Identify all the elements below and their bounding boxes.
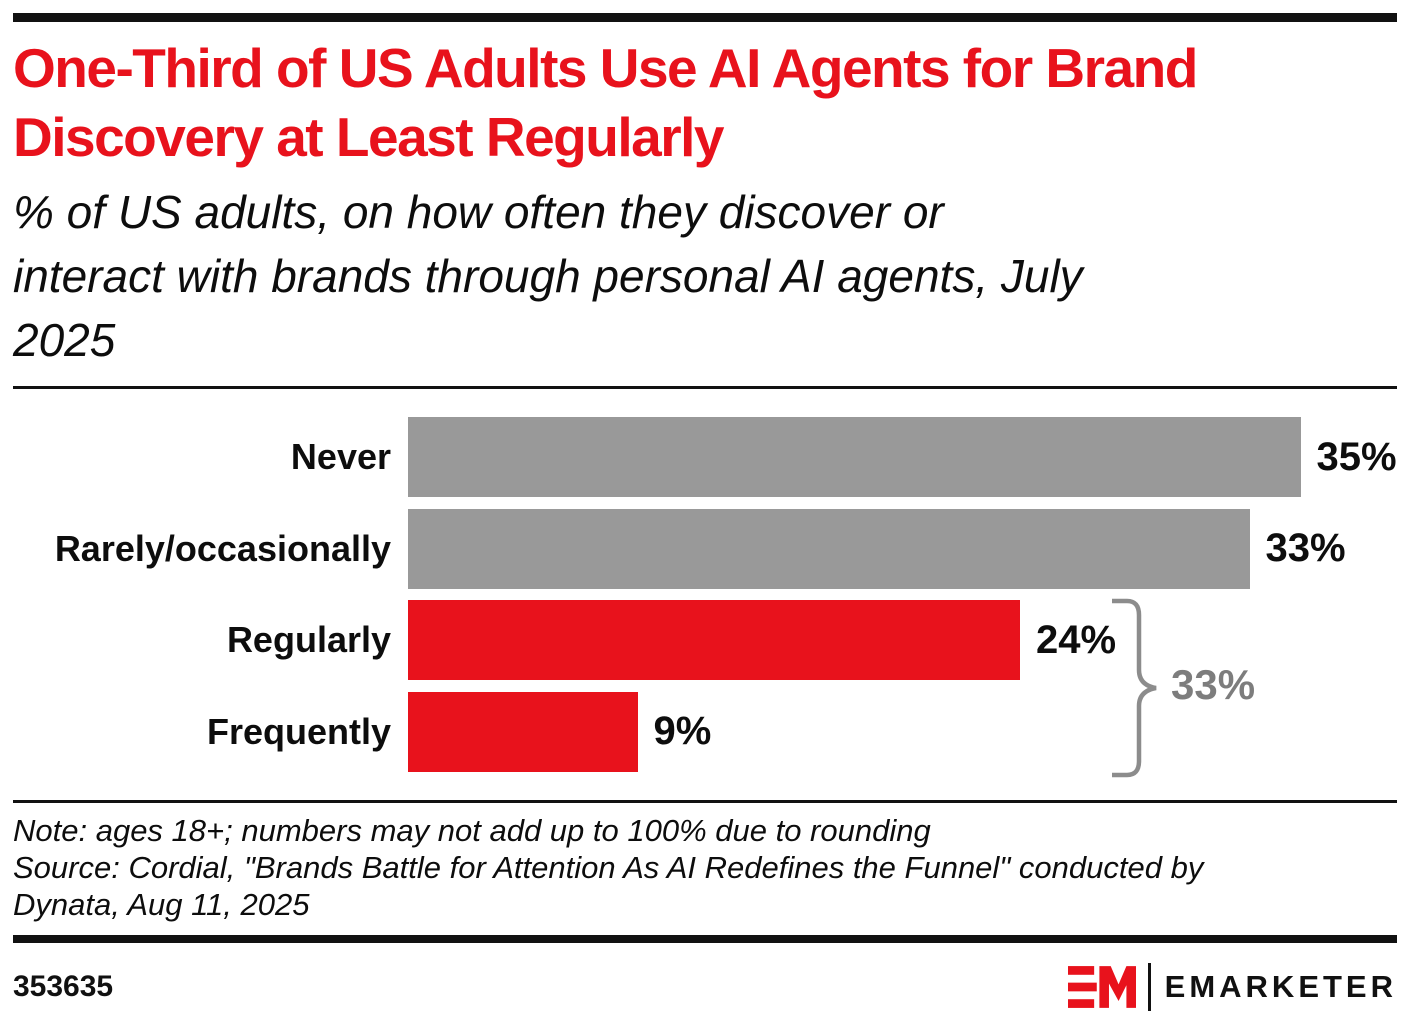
brace-total-label: 33% [1171,661,1256,708]
logo-divider [1147,963,1151,1011]
category-label: Regularly [226,619,391,660]
brand-wordmark: EMARKETER [1164,969,1397,1004]
chart-subtitle: % of US adults, on how often they discov… [13,186,1083,366]
bar [408,691,638,772]
note-text: Note: ages 18+; numbers may not add up t… [13,813,931,848]
footer: 353635 EMARKETER [13,959,1397,1015]
emarketer-mark-icon [1067,966,1136,1008]
chart-number: 353635 [13,970,114,1003]
bar-chart: Never 35% Rarely/occasionally 33% Regularly 2… [13,417,1397,778]
value-label: 35% [1316,434,1397,479]
bar-row: Rarely/occasionally 33% [13,508,1397,589]
bar-rows: Never 35% Rarely/occasionally 33% Regularly 2… [13,417,1397,772]
bar [408,600,1020,680]
top-rule [13,13,1397,22]
value-label: 9% [653,709,712,753]
category-label: Rarely/occasionally [54,527,391,569]
category-label: Never [290,436,391,477]
category-label: Frequently [206,710,391,752]
divider-above-notes [13,800,1397,803]
bar-row: Regularly 24% [13,600,1397,680]
divider-above-chart [13,386,1397,389]
bar [408,508,1250,589]
footnotes: Note: ages 18+; numbers may not add up t… [13,812,1397,923]
emarketer-logo: EMARKETER [1067,959,1397,1015]
chart-title: One-Third of US Adults Use AI Agents for… [13,37,1198,168]
value-label: 33% [1265,526,1346,570]
source-text: Source: Cordial, "Brands Battle for Atte… [13,850,1204,922]
brace-annotation-icon [1112,598,1157,778]
bar-row: Frequently 9% [13,691,1397,772]
value-label: 24% [1036,617,1117,662]
bar-row: Never 35% [13,417,1397,497]
bar [408,417,1301,497]
footer-rule [13,935,1397,943]
